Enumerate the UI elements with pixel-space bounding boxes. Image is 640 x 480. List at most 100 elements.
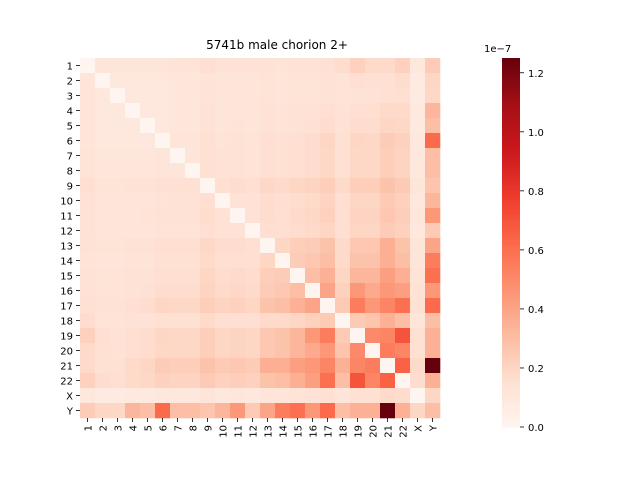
y-tick-label: 3 (67, 92, 73, 103)
y-tick-label: 22 (60, 377, 73, 388)
heatmap-cell (245, 328, 261, 344)
heatmap-cell (380, 373, 396, 389)
heatmap-cell (245, 268, 261, 284)
colorbar-segment (502, 414, 520, 419)
heatmap-cell (305, 283, 321, 299)
heatmap-cell (275, 163, 291, 179)
y-tick-label: 16 (60, 287, 73, 298)
colorbar-segment (502, 325, 520, 330)
colorbar-segment (502, 125, 520, 130)
colorbar-segment (502, 380, 520, 385)
heatmap-cell (170, 298, 186, 314)
colorbar-segment (502, 365, 520, 370)
heatmap-cell (380, 163, 396, 179)
heatmap-cell (290, 358, 306, 374)
heatmap-cell (275, 103, 291, 119)
heatmap-cell (305, 178, 321, 194)
heatmap-cells (80, 58, 441, 419)
heatmap-cell (425, 238, 441, 254)
colorbar-segment (502, 328, 520, 333)
x-tick-label: 15 (294, 425, 305, 438)
heatmap-cell (350, 313, 366, 329)
heatmap-cell (95, 298, 111, 314)
heatmap-cell (425, 298, 441, 314)
heatmap-cell (245, 88, 261, 104)
heatmap-cell (95, 343, 111, 359)
colorbar-segment (502, 159, 520, 164)
colorbar-segment (502, 254, 520, 259)
heatmap-cell (275, 208, 291, 224)
heatmap-cell (260, 238, 276, 254)
colorbar-segment (502, 64, 520, 68)
heatmap-cell (185, 103, 201, 119)
heatmap-cell (125, 178, 141, 194)
heatmap-cell (365, 58, 381, 74)
heatmap-cell (80, 403, 96, 419)
heatmap-cell (185, 193, 201, 209)
colorbar-segment (502, 70, 520, 74)
colorbar-segment (502, 239, 520, 244)
heatmap-cell (80, 373, 96, 389)
heatmap-cell (80, 328, 96, 344)
heatmap-cell (170, 403, 186, 419)
heatmap-cell (395, 88, 411, 104)
heatmap-cell (170, 193, 186, 209)
heatmap-cell (230, 268, 246, 284)
heatmap-cell (125, 253, 141, 269)
heatmap-cell (335, 58, 351, 74)
colorbar-segment (502, 264, 520, 268)
y-tick-label: 13 (60, 242, 73, 253)
heatmap-cell (320, 118, 336, 134)
heatmap-cell (260, 223, 276, 239)
heatmap-cell (320, 193, 336, 209)
colorbar-segment (502, 294, 520, 299)
heatmap-cell (95, 118, 111, 134)
heatmap-cell (425, 403, 441, 419)
heatmap-cell (395, 253, 411, 269)
x-tick-label: 11 (234, 425, 245, 438)
heatmap-cell (95, 253, 111, 269)
heatmap-cell (185, 328, 201, 344)
heatmap-cell (80, 58, 96, 74)
heatmap-cell (110, 283, 126, 299)
heatmap-cell (200, 313, 216, 329)
heatmap-cell (365, 178, 381, 194)
heatmap-cell (365, 103, 381, 119)
colorbar-multiplier: 1e−7 (484, 44, 511, 55)
colorbar-segment (502, 387, 520, 391)
colorbar-segment (502, 276, 520, 280)
colorbar-segment (502, 307, 520, 311)
colorbar-segment (502, 331, 520, 336)
heatmap-cell (245, 208, 261, 224)
heatmap-cell (140, 268, 156, 284)
heatmap-cell (230, 298, 246, 314)
heatmap-cell (185, 118, 201, 134)
heatmap-cell (320, 133, 336, 149)
colorbar-segment (502, 285, 520, 290)
heatmap-cell (155, 208, 171, 224)
heatmap-cell (260, 193, 276, 209)
heatmap-cell (275, 88, 291, 104)
heatmap-cell (410, 88, 426, 104)
heatmap-cell (350, 238, 366, 254)
heatmap-cell (425, 388, 441, 404)
heatmap-cell (290, 178, 306, 194)
heatmap-cell (125, 388, 141, 404)
heatmap-cell (245, 58, 261, 74)
heatmap-cell (275, 133, 291, 149)
heatmap-cell (260, 133, 276, 149)
heatmap-cell (260, 328, 276, 344)
heatmap-cell (335, 193, 351, 209)
y-tick-label: 2 (67, 77, 73, 88)
heatmap-cell (365, 328, 381, 344)
heatmap-cell (275, 313, 291, 329)
heatmap-cell (230, 238, 246, 254)
heatmap-cell (335, 283, 351, 299)
colorbar-segment (502, 313, 520, 317)
heatmap-cell (170, 328, 186, 344)
heatmap-cell (155, 298, 171, 314)
heatmap-cell (95, 268, 111, 284)
heatmap-cell (350, 73, 366, 89)
heatmap-cell (380, 253, 396, 269)
heatmap-cell (395, 343, 411, 359)
